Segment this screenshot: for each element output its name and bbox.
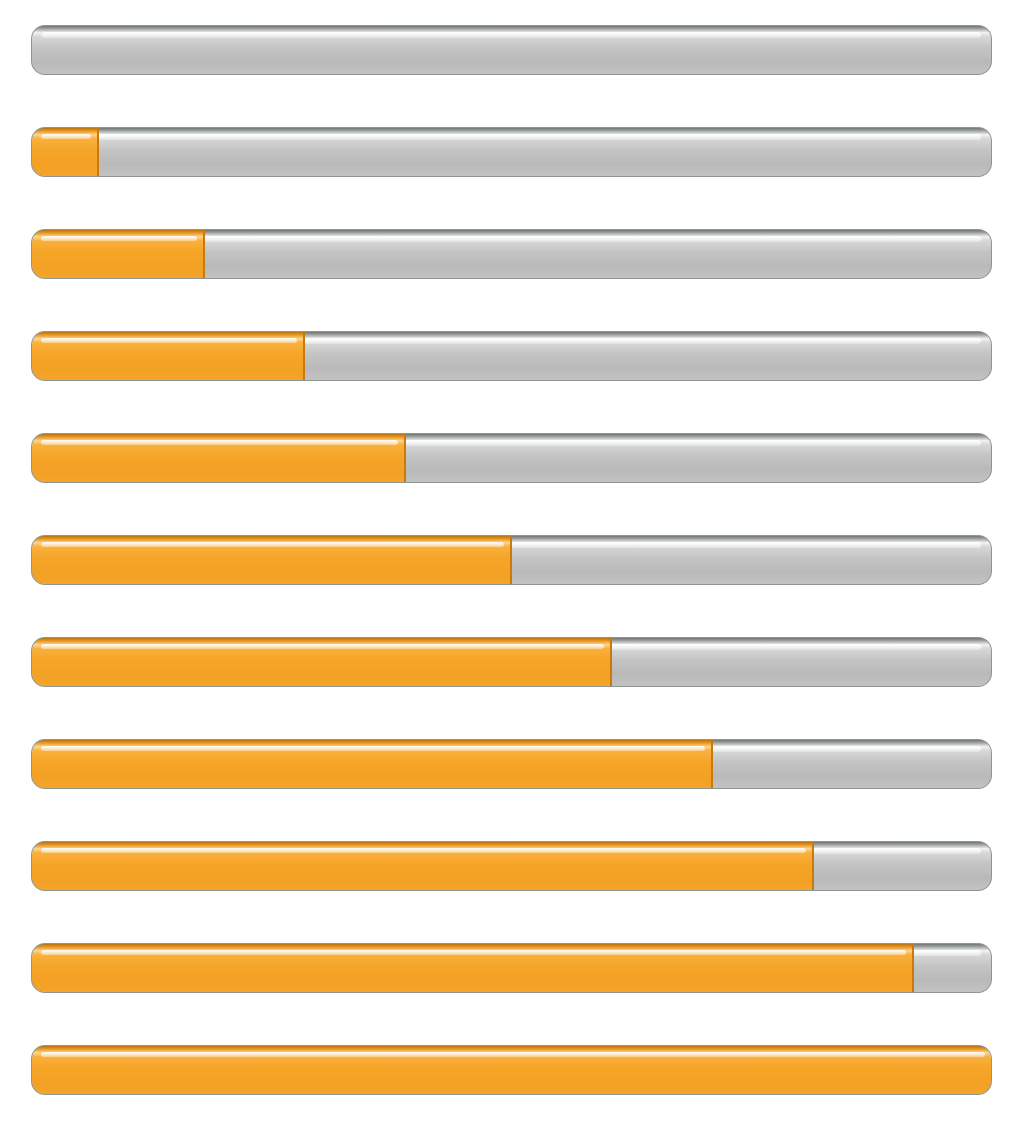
progress-bar [31,1045,992,1095]
progress-bar [31,739,992,789]
progress-bar-fill [32,638,613,686]
progress-bar [31,127,992,177]
progress-bar-fill [32,332,306,380]
progress-bar-fill [32,842,814,890]
progress-bar-fill [32,740,713,788]
progress-bar [31,331,992,381]
progress-bar [31,433,992,483]
progress-bar [31,535,992,585]
progress-bar-fill [32,536,512,584]
progress-bar [31,25,992,75]
progress-bar [31,943,992,993]
progress-bar-fill [32,230,205,278]
progress-bar-list [31,25,992,1147]
progress-bar [31,229,992,279]
progress-bar-fill [32,944,915,992]
progress-bar-fill [32,434,406,482]
progress-bar-fill [32,128,100,176]
progress-bar-fill [32,1046,991,1094]
progress-bar [31,841,992,891]
progress-bar [31,637,992,687]
